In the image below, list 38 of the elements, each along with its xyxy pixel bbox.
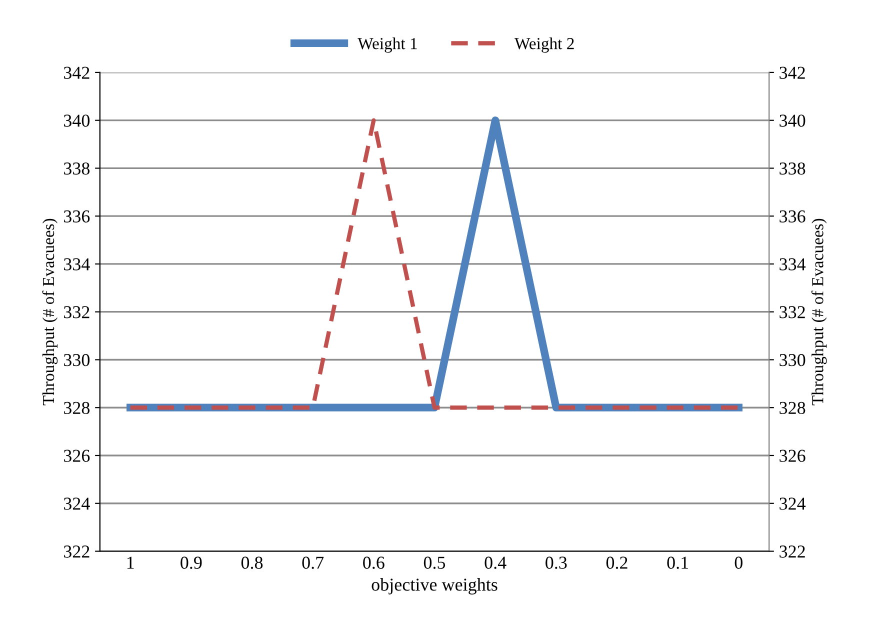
y-tick-label: 326: [64, 450, 90, 462]
y2-tick-label: 322: [780, 546, 805, 558]
legend-label: Weight 2: [514, 38, 574, 53]
y2-tick-label: 338: [780, 162, 806, 175]
y-tick-label: 340: [64, 114, 90, 127]
x-tick-label: 0.9: [180, 556, 202, 569]
y-tick-label: 330: [64, 354, 90, 366]
y2-tick-label: 326: [780, 450, 806, 462]
y2-axis-title: Throughput (# of Evacuees): [811, 218, 827, 406]
y2-tick-label: 332: [780, 306, 805, 318]
x-tick-label: 0.2: [606, 556, 628, 569]
x-tick-label: 0.1: [667, 556, 688, 569]
y2-tick-label: 328: [780, 402, 806, 414]
y2-tick-label: 324: [780, 498, 806, 510]
y-tick-label: 334: [64, 258, 90, 270]
y2-tick-label: 330: [780, 354, 806, 366]
x-tick-label: 0.6: [363, 556, 384, 569]
x-tick-label: 0.3: [546, 556, 567, 569]
x-tick-label: 0.4: [484, 556, 506, 569]
y-tick-label: 342: [64, 66, 90, 79]
y2-tick-label: 336: [780, 210, 806, 223]
y-tick-label: 328: [64, 402, 90, 414]
x-tick-label: 0.8: [241, 556, 263, 569]
y2-tick-label: 342: [780, 66, 805, 79]
x-tick-label: 0: [734, 556, 742, 569]
x-axis-title: objective weights: [372, 578, 498, 594]
x-tick-label: 0.7: [302, 556, 324, 569]
y-tick-label: 322: [64, 546, 90, 558]
x-tick-label: 1: [127, 556, 134, 569]
y-tick-label: 336: [64, 210, 90, 223]
y-tick-label: 324: [64, 498, 90, 510]
y-tick-label: 332: [64, 306, 90, 318]
y2-tick-label: 340: [780, 114, 806, 127]
legend-label: Weight 1: [358, 38, 417, 53]
y-axis-title: Throughput (# of Evacuees): [42, 218, 58, 406]
y2-tick-label: 334: [780, 258, 806, 270]
y-tick-label: 338: [64, 162, 90, 175]
x-tick-label: 0.5: [424, 556, 446, 569]
